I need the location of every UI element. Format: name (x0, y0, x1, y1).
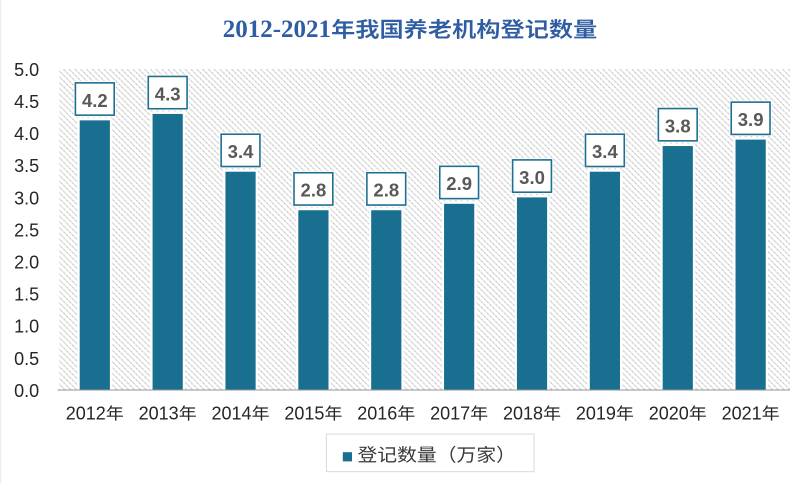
svg-text:2018: 2018 (503, 403, 543, 423)
svg-text:2012: 2012 (66, 403, 106, 423)
svg-text:3.0: 3.0 (519, 167, 545, 188)
svg-text:2.9: 2.9 (446, 173, 472, 194)
svg-text:1.5: 1.5 (14, 285, 39, 305)
svg-text:2.0: 2.0 (14, 253, 39, 273)
svg-text:2014: 2014 (212, 403, 252, 423)
svg-text:2.8: 2.8 (301, 180, 327, 201)
svg-text:3.4: 3.4 (228, 141, 254, 162)
svg-text:2021: 2021 (722, 403, 762, 423)
svg-text:4.2: 4.2 (82, 90, 108, 111)
svg-text:4.3: 4.3 (155, 83, 181, 104)
svg-text:5.0: 5.0 (14, 60, 39, 80)
svg-text:0.5: 0.5 (14, 349, 39, 369)
svg-text:2019: 2019 (576, 403, 616, 423)
svg-text:2.8: 2.8 (373, 180, 399, 201)
svg-text:4.5: 4.5 (14, 92, 39, 112)
svg-text:2013: 2013 (139, 403, 179, 423)
svg-text:3.4: 3.4 (592, 141, 618, 162)
svg-text:3.5: 3.5 (14, 156, 39, 176)
svg-text:2016: 2016 (357, 403, 397, 423)
svg-text:0.0: 0.0 (14, 381, 39, 401)
svg-text:2.5: 2.5 (14, 220, 39, 240)
svg-text:2015: 2015 (284, 403, 324, 423)
svg-text:2017: 2017 (430, 403, 470, 423)
svg-text:2012-2021: 2012-2021 (223, 16, 331, 43)
svg-text:3.0: 3.0 (14, 188, 39, 208)
svg-text:3.9: 3.9 (738, 109, 764, 130)
svg-text:1.0: 1.0 (14, 317, 39, 337)
svg-text:2020: 2020 (649, 403, 689, 423)
svg-text:3.8: 3.8 (665, 115, 691, 136)
svg-text:4.0: 4.0 (14, 124, 39, 144)
